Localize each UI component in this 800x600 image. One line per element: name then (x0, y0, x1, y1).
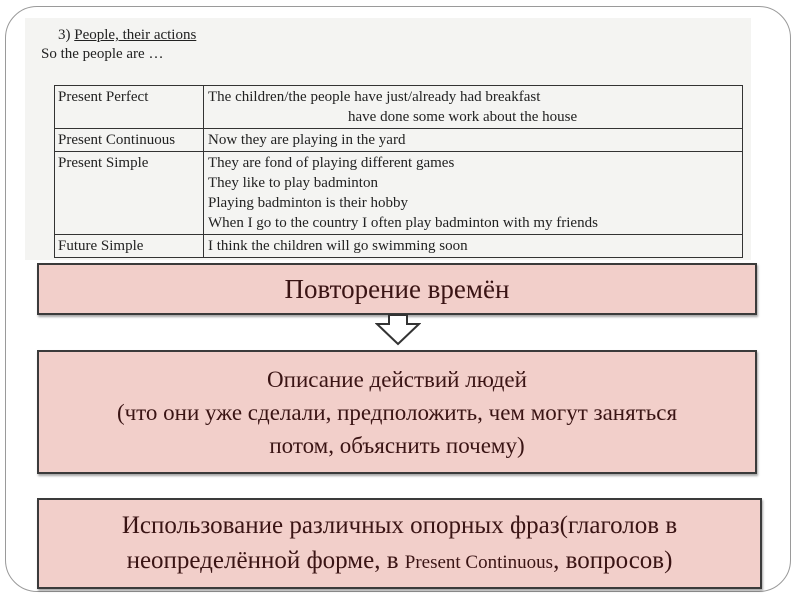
phrases-line: Использование различных опорных фраз(гла… (121, 511, 678, 539)
example-line: The children/the people have just/alread… (208, 89, 541, 105)
table-row: Present Perfect The children/the people … (54, 85, 743, 129)
phrases-box: Использование различных опорных фраз(гла… (37, 498, 762, 589)
slide-frame (5, 6, 791, 592)
worksheet-heading: 3) People, their actions (58, 27, 196, 44)
example-line: I think the children will go swimming so… (208, 238, 468, 254)
tense-cell: Future Simple (54, 234, 204, 258)
table-row: Present Simple They are fond of playing … (54, 151, 743, 235)
description-line: Описание действий людей (267, 366, 527, 392)
heading-text: People, their actions (74, 27, 197, 43)
phrases-line: неопределённой форме, в Present Continuo… (39, 543, 760, 580)
example-cell: The children/the people have just/alread… (203, 85, 743, 129)
phrases-text: неопределённой форме, в (126, 546, 405, 574)
tense-cell: Present Simple (54, 151, 204, 235)
heading-number: 3) (58, 27, 71, 43)
description-line: потом, объяснить почему) (269, 432, 525, 458)
example-cell: Now they are playing in the yard (203, 128, 743, 152)
review-text: Повторение времён (284, 273, 510, 304)
phrases-tense: Present Continuous (404, 551, 554, 573)
phrases-text: , вопросов) (553, 546, 673, 574)
tense-cell: Present Continuous (54, 128, 204, 152)
example-cell: They are fond of playing different games… (203, 151, 743, 235)
example-line: When I go to the country I often play ba… (208, 215, 598, 231)
example-cell: I think the children will go swimming so… (203, 234, 743, 258)
review-box: Повторение времён (37, 263, 757, 315)
worksheet-scan: 3) People, their actions So the people a… (25, 18, 751, 260)
worksheet-subheading: So the people are … (41, 46, 164, 62)
description-line: (что они уже сделали, предположить, чем … (116, 399, 678, 425)
tenses-table: Present Perfect The children/the people … (54, 85, 743, 258)
table-row: Future Simple I think the children will … (54, 234, 743, 258)
description-box: Описание действий людей (что они уже сде… (37, 350, 757, 474)
example-line: They are fond of playing different games (208, 155, 455, 171)
table-row: Present Continuous Now they are playing … (54, 128, 743, 152)
example-line: Now they are playing in the yard (208, 132, 406, 148)
arrow-down-icon (375, 314, 421, 346)
tense-cell: Present Perfect (54, 85, 204, 129)
example-line: They like to play badminton (208, 175, 378, 191)
example-line: have done some work about the house (348, 109, 578, 125)
example-line: Playing badminton is their hobby (208, 195, 408, 211)
